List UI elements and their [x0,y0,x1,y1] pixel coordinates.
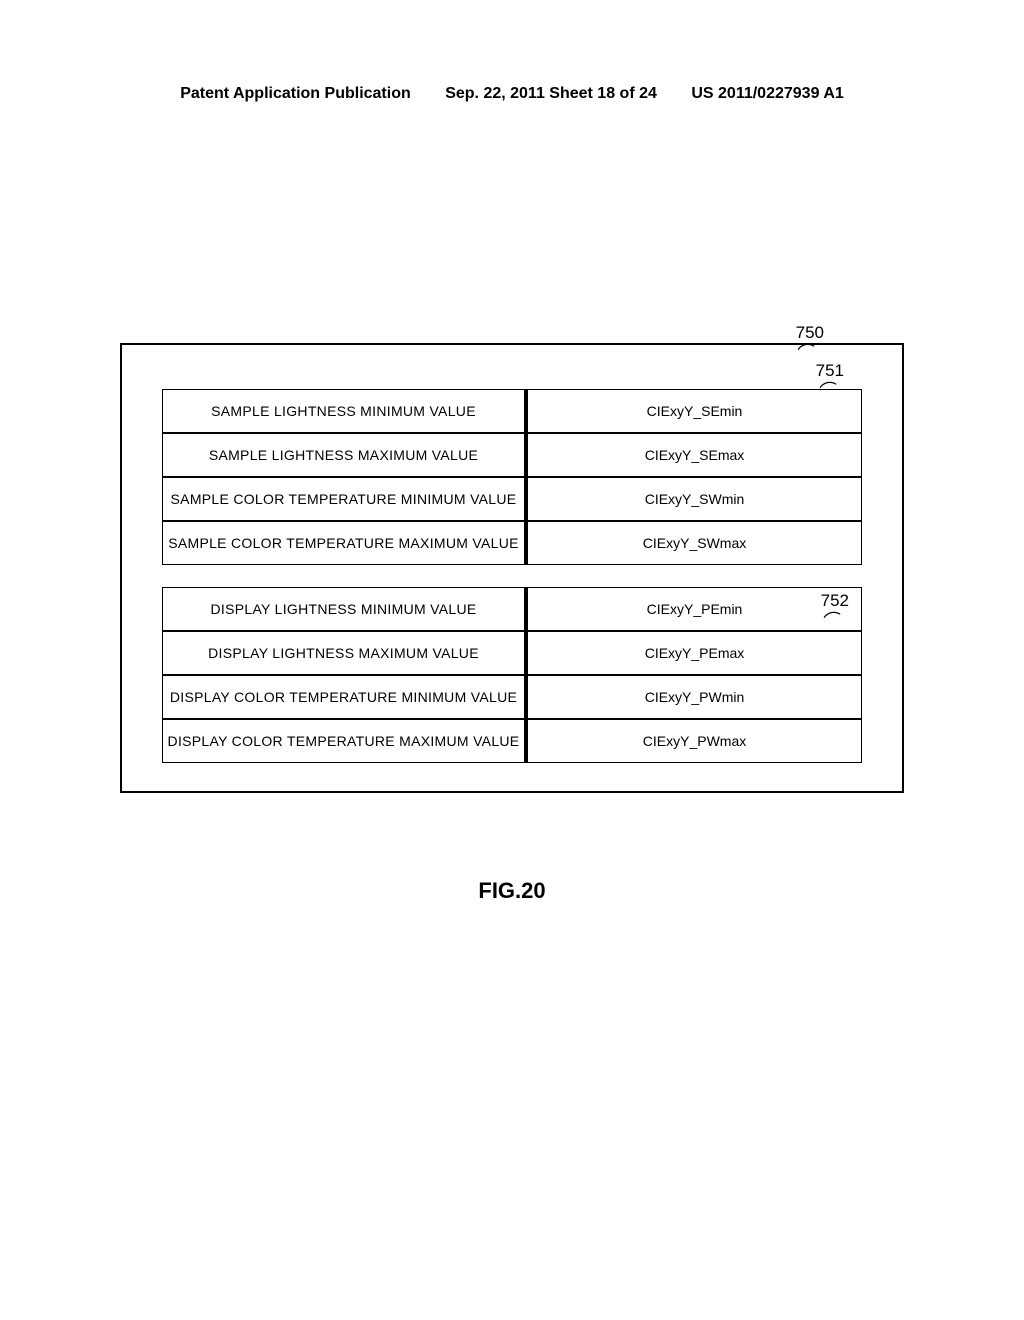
parameter-label: DISPLAY COLOR TEMPERATURE MINIMUM VALUE [162,675,526,719]
sample-table-751: SAMPLE LIGHTNESS MINIMUM VALUE CIExyY_SE… [162,389,862,565]
parameter-label: SAMPLE LIGHTNESS MAXIMUM VALUE [162,433,526,477]
page-header: Patent Application Publication Sep. 22, … [0,0,1024,103]
table-row: SAMPLE LIGHTNESS MINIMUM VALUE CIExyY_SE… [162,389,862,433]
header-publication: Patent Application Publication [180,85,411,102]
display-table-752: DISPLAY LIGHTNESS MINIMUM VALUE CIExyY_P… [162,587,862,763]
parameter-value: CIExyY_SEmax [526,433,862,477]
parameter-label: SAMPLE LIGHTNESS MINIMUM VALUE [162,389,526,433]
parameter-label: DISPLAY LIGHTNESS MAXIMUM VALUE [162,631,526,675]
parameter-value: CIExyY_PEmin [526,587,862,631]
header-patent-number: US 2011/0227939 A1 [691,85,843,102]
parameter-value: CIExyY_SWmin [526,477,862,521]
table-row: DISPLAY LIGHTNESS MINIMUM VALUE CIExyY_P… [162,587,862,631]
sample-values-table: SAMPLE LIGHTNESS MINIMUM VALUE CIExyY_SE… [162,389,862,565]
parameter-label: SAMPLE COLOR TEMPERATURE MAXIMUM VALUE [162,521,526,565]
parameter-value: CIExyY_SWmax [526,521,862,565]
table-row: DISPLAY COLOR TEMPERATURE MAXIMUM VALUE … [162,719,862,763]
parameter-value: CIExyY_PWmin [526,675,862,719]
table-row: DISPLAY LIGHTNESS MAXIMUM VALUE CIExyY_P… [162,631,862,675]
table-row: DISPLAY COLOR TEMPERATURE MINIMUM VALUE … [162,675,862,719]
parameter-value: CIExyY_PWmax [526,719,862,763]
display-values-table: DISPLAY LIGHTNESS MINIMUM VALUE CIExyY_P… [162,587,862,763]
table-row: SAMPLE COLOR TEMPERATURE MINIMUM VALUE C… [162,477,862,521]
figure-content: 750 ⌒ 751 ⌒ 752 ⌒ SAMPLE LIGHTNESS MINIM… [0,343,1024,904]
figure-caption: FIG.20 [120,878,904,904]
parameter-label: DISPLAY LIGHTNESS MINIMUM VALUE [162,587,526,631]
parameter-label: SAMPLE COLOR TEMPERATURE MINIMUM VALUE [162,477,526,521]
header-date-sheet: Sep. 22, 2011 Sheet 18 of 24 [445,85,657,102]
table-row: SAMPLE COLOR TEMPERATURE MAXIMUM VALUE C… [162,521,862,565]
parameter-label: DISPLAY COLOR TEMPERATURE MAXIMUM VALUE [162,719,526,763]
parameter-value: CIExyY_PEmax [526,631,862,675]
table-row: SAMPLE LIGHTNESS MAXIMUM VALUE CIExyY_SE… [162,433,862,477]
outer-container-750: SAMPLE LIGHTNESS MINIMUM VALUE CIExyY_SE… [120,343,904,793]
parameter-value: CIExyY_SEmin [526,389,862,433]
